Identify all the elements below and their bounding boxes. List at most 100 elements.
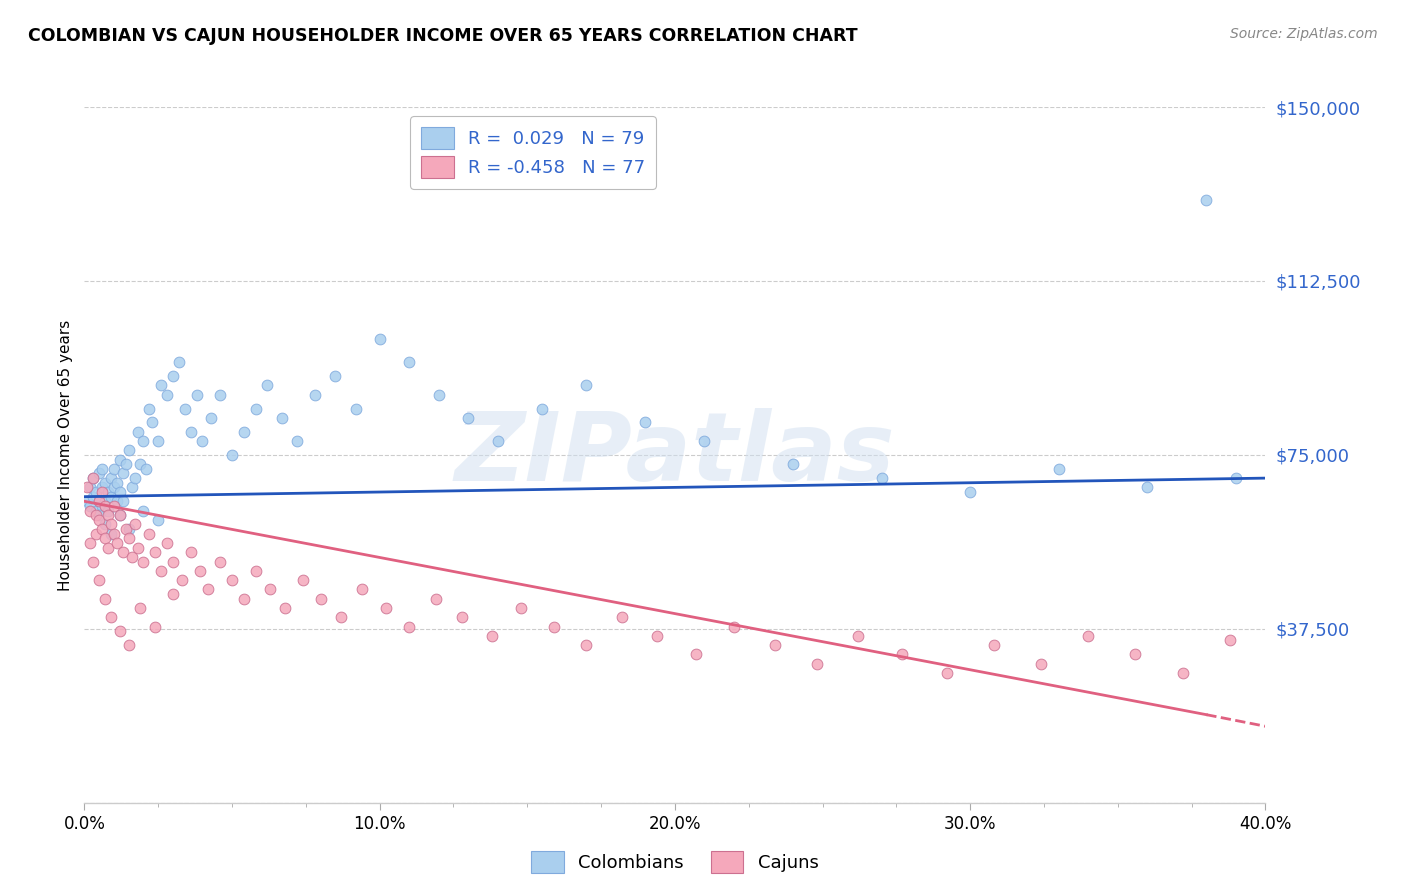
- Point: [150, 378, 173, 392]
- Text: COLOMBIAN VS CAJUN HOUSEHOLDER INCOME OVER 65 YEARS CORRELATION CHART: COLOMBIAN VS CAJUN HOUSEHOLDER INCOME OV…: [28, 27, 858, 45]
- Point: [84, 526, 107, 541]
- Point: [197, 582, 219, 597]
- Point: [330, 610, 353, 624]
- Point: [121, 480, 143, 494]
- Point: [374, 601, 396, 615]
- Point: [100, 610, 122, 624]
- Point: [156, 387, 179, 401]
- Point: [84, 485, 107, 500]
- Point: [118, 638, 141, 652]
- Point: [150, 564, 173, 578]
- Text: Source: ZipAtlas.com: Source: ZipAtlas.com: [1230, 27, 1378, 41]
- Point: [108, 485, 131, 500]
- Point: [94, 517, 117, 532]
- Point: [274, 601, 297, 615]
- Point: [79, 499, 101, 513]
- Point: [129, 601, 152, 615]
- Point: [1195, 193, 1218, 207]
- Point: [124, 471, 146, 485]
- Point: [162, 587, 184, 601]
- Point: [782, 457, 804, 471]
- Point: [127, 425, 149, 439]
- Point: [723, 619, 745, 633]
- Point: [610, 610, 633, 624]
- Point: [97, 485, 120, 500]
- Point: [323, 369, 347, 384]
- Point: [891, 648, 914, 662]
- Point: [291, 573, 314, 587]
- Point: [100, 526, 122, 541]
- Point: [481, 629, 503, 643]
- Point: [118, 522, 141, 536]
- Point: [143, 545, 166, 559]
- Point: [97, 508, 120, 523]
- Point: [129, 457, 152, 471]
- Point: [97, 541, 120, 555]
- Point: [82, 490, 104, 504]
- Point: [94, 475, 117, 490]
- Point: [138, 401, 160, 416]
- Point: [191, 434, 214, 448]
- Point: [188, 564, 211, 578]
- Point: [846, 629, 869, 643]
- Point: [180, 425, 202, 439]
- Point: [200, 410, 222, 425]
- Point: [232, 591, 254, 606]
- Point: [87, 494, 111, 508]
- Point: [108, 624, 131, 639]
- Point: [344, 401, 367, 416]
- Point: [100, 471, 122, 485]
- Point: [105, 494, 128, 508]
- Point: [1171, 665, 1194, 680]
- Point: [693, 434, 716, 448]
- Point: [87, 467, 111, 481]
- Point: [959, 485, 981, 500]
- Point: [103, 526, 125, 541]
- Point: [156, 536, 179, 550]
- Point: [87, 494, 111, 508]
- Point: [103, 462, 125, 476]
- Point: [806, 657, 828, 671]
- Point: [124, 517, 146, 532]
- Point: [138, 526, 160, 541]
- Point: [398, 619, 420, 633]
- Point: [105, 536, 128, 550]
- Point: [1219, 633, 1241, 648]
- Point: [91, 480, 114, 494]
- Point: [87, 573, 111, 587]
- Point: [79, 480, 101, 494]
- Point: [135, 462, 157, 476]
- Point: [108, 508, 131, 523]
- Point: [118, 532, 141, 546]
- Point: [97, 503, 120, 517]
- Point: [76, 494, 98, 508]
- Point: [100, 490, 122, 504]
- Point: [256, 378, 278, 392]
- Point: [1225, 471, 1247, 485]
- Point: [232, 425, 254, 439]
- Point: [983, 638, 1005, 652]
- Point: [79, 503, 101, 517]
- Point: [685, 648, 707, 662]
- Point: [530, 401, 553, 416]
- Point: [221, 448, 243, 462]
- Point: [114, 457, 136, 471]
- Point: [91, 499, 114, 513]
- Point: [94, 494, 117, 508]
- Point: [180, 545, 202, 559]
- Point: [94, 499, 117, 513]
- Point: [132, 434, 155, 448]
- Point: [143, 619, 166, 633]
- Point: [209, 387, 232, 401]
- Point: [209, 555, 232, 569]
- Point: [103, 480, 125, 494]
- Point: [245, 564, 267, 578]
- Point: [170, 573, 193, 587]
- Point: [398, 355, 420, 369]
- Point: [114, 522, 136, 536]
- Point: [368, 332, 391, 346]
- Point: [575, 378, 598, 392]
- Point: [427, 387, 450, 401]
- Point: [91, 485, 114, 500]
- Point: [82, 471, 104, 485]
